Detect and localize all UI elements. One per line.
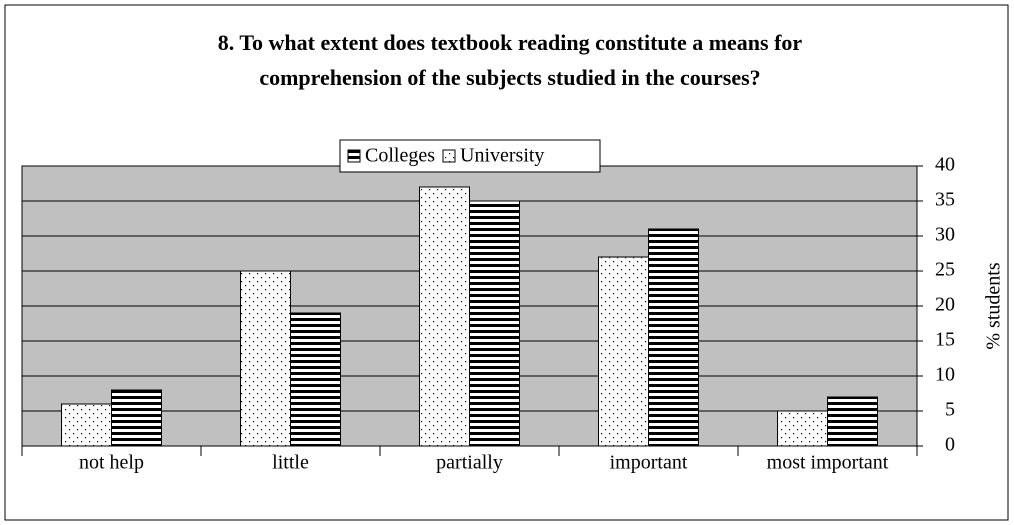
x-tick-label: not help (79, 452, 144, 474)
bar (648, 228, 699, 447)
x-tick-label: partially (436, 452, 503, 474)
y-tick-label: 30 (935, 224, 955, 246)
legend-swatch (442, 149, 456, 163)
y-tick-label: 35 (935, 189, 955, 211)
y-tick-label: 40 (935, 154, 955, 176)
x-tick-label: most important (767, 452, 889, 474)
bar (777, 410, 828, 447)
bar (419, 186, 470, 447)
y-tick-label: 20 (935, 294, 955, 316)
y-tick-label: 25 (935, 259, 955, 281)
bar (61, 403, 112, 447)
chart-title: comprehension of the subjects studied in… (259, 65, 760, 90)
y-tick-label: 15 (935, 329, 955, 351)
x-tick-label: little (272, 452, 309, 474)
bar (240, 270, 291, 447)
bar (469, 200, 520, 447)
bar (598, 256, 649, 447)
chart-title: 8. To what extent does textbook reading … (218, 30, 803, 55)
x-tick-label: important (610, 452, 688, 474)
legend-label: Colleges (365, 145, 435, 167)
y-tick-label: 10 (935, 364, 955, 386)
bar (827, 396, 878, 447)
legend-label: University (460, 145, 544, 167)
legend-swatch (347, 149, 361, 163)
y-tick-label: 0 (945, 434, 955, 456)
bar (111, 389, 162, 447)
legend-box (339, 139, 601, 173)
y-axis-label: % students (983, 262, 1005, 349)
y-tick-label: 5 (945, 399, 955, 421)
bar (290, 312, 341, 447)
